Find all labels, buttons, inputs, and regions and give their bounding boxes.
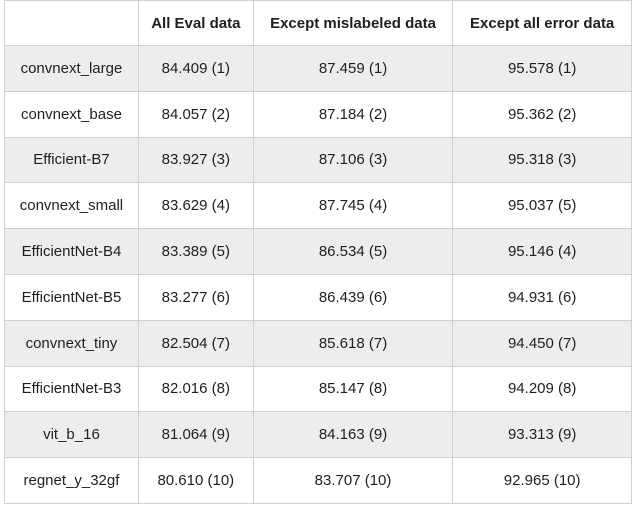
header-cell: Except mislabeled data	[252, 0, 454, 46]
score-cell: 87.184 (2)	[252, 90, 454, 138]
header-cell	[4, 0, 139, 46]
table-row: EfficientNet-B4 83.389 (5) 86.534 (5) 95.14…	[4, 228, 632, 275]
table-row: EfficientNet-B3 82.016 (8) 85.147 (8) 94.20…	[4, 365, 632, 413]
model-name: convnext_base	[4, 90, 139, 138]
score-cell: 83.707 (10)	[252, 457, 454, 504]
model-name: EfficientNet-B3	[4, 365, 139, 413]
header-cell: Except all error data	[452, 0, 632, 46]
table-row: convnext_small 83.629 (4) 87.745 (4) 95.037…	[4, 182, 632, 230]
model-name: convnext_small	[4, 182, 139, 230]
score-cell: 83.927 (3)	[137, 136, 254, 184]
score-cell: 86.439 (6)	[252, 273, 454, 321]
score-cell: 95.318 (3)	[452, 136, 632, 184]
score-cell: 86.534 (5)	[252, 228, 454, 275]
table-row: vit_b_16 81.064 (9) 84.163 (9) 93.313 (9)	[4, 411, 632, 459]
score-cell: 84.163 (9)	[252, 411, 454, 459]
score-cell: 83.389 (5)	[137, 228, 254, 275]
model-name: convnext_large	[4, 45, 139, 92]
score-cell: 82.016 (8)	[137, 365, 254, 413]
score-cell: 87.459 (1)	[252, 45, 454, 92]
model-name: EfficientNet-B4	[4, 228, 139, 275]
model-name: EfficientNet-B5	[4, 273, 139, 321]
score-cell: 82.504 (7)	[137, 319, 254, 367]
score-cell: 84.057 (2)	[137, 90, 254, 138]
score-cell: 87.106 (3)	[252, 136, 454, 184]
table-row: convnext_large 84.409 (1) 87.459 (1) 95.578…	[4, 45, 632, 92]
model-name: Efficient-B7	[4, 136, 139, 184]
score-cell: 84.409 (1)	[137, 45, 254, 92]
model-name: convnext_tiny	[4, 319, 139, 367]
score-cell: 83.629 (4)	[137, 182, 254, 230]
table-body: convnext_large 84.409 (1) 87.459 (1) 95.578…	[4, 45, 632, 504]
score-cell: 94.209 (8)	[452, 365, 632, 413]
model-name: vit_b_16	[4, 411, 139, 459]
header-row: All Eval data Except mislabeled data Excep…	[4, 0, 632, 46]
score-cell: 87.745 (4)	[252, 182, 454, 230]
score-cell: 95.578 (1)	[452, 45, 632, 92]
table-row: convnext_tiny 82.504 (7) 85.618 (7) 94.450 …	[4, 319, 632, 367]
table-row: EfficientNet-B5 83.277 (6) 86.439 (6) 94.93…	[4, 273, 632, 321]
score-cell: 80.610 (10)	[137, 457, 254, 504]
score-cell: 94.931 (6)	[452, 273, 632, 321]
header-cell: All Eval data	[137, 0, 254, 46]
score-cell: 92.965 (10)	[452, 457, 632, 504]
score-cell: 95.037 (5)	[452, 182, 632, 230]
score-cell: 83.277 (6)	[137, 273, 254, 321]
score-cell: 95.362 (2)	[452, 90, 632, 138]
table-row: Efficient-B7 83.927 (3) 87.106 (3) 95.318 (…	[4, 136, 632, 184]
score-cell: 85.618 (7)	[252, 319, 454, 367]
score-cell: 85.147 (8)	[252, 365, 454, 413]
table-row: convnext_base 84.057 (2) 87.184 (2) 95.362 …	[4, 90, 632, 138]
score-cell: 94.450 (7)	[452, 319, 632, 367]
model-name: regnet_y_32gf	[4, 457, 139, 504]
table-row: regnet_y_32gf 80.610 (10) 83.707 (10) 92.96…	[4, 457, 632, 504]
score-cell: 93.313 (9)	[452, 411, 632, 459]
results-table: All Eval data Except mislabeled data Excep…	[4, 0, 632, 504]
score-cell: 81.064 (9)	[137, 411, 254, 459]
score-cell: 95.146 (4)	[452, 228, 632, 275]
table-header: All Eval data Except mislabeled data Excep…	[4, 0, 632, 46]
